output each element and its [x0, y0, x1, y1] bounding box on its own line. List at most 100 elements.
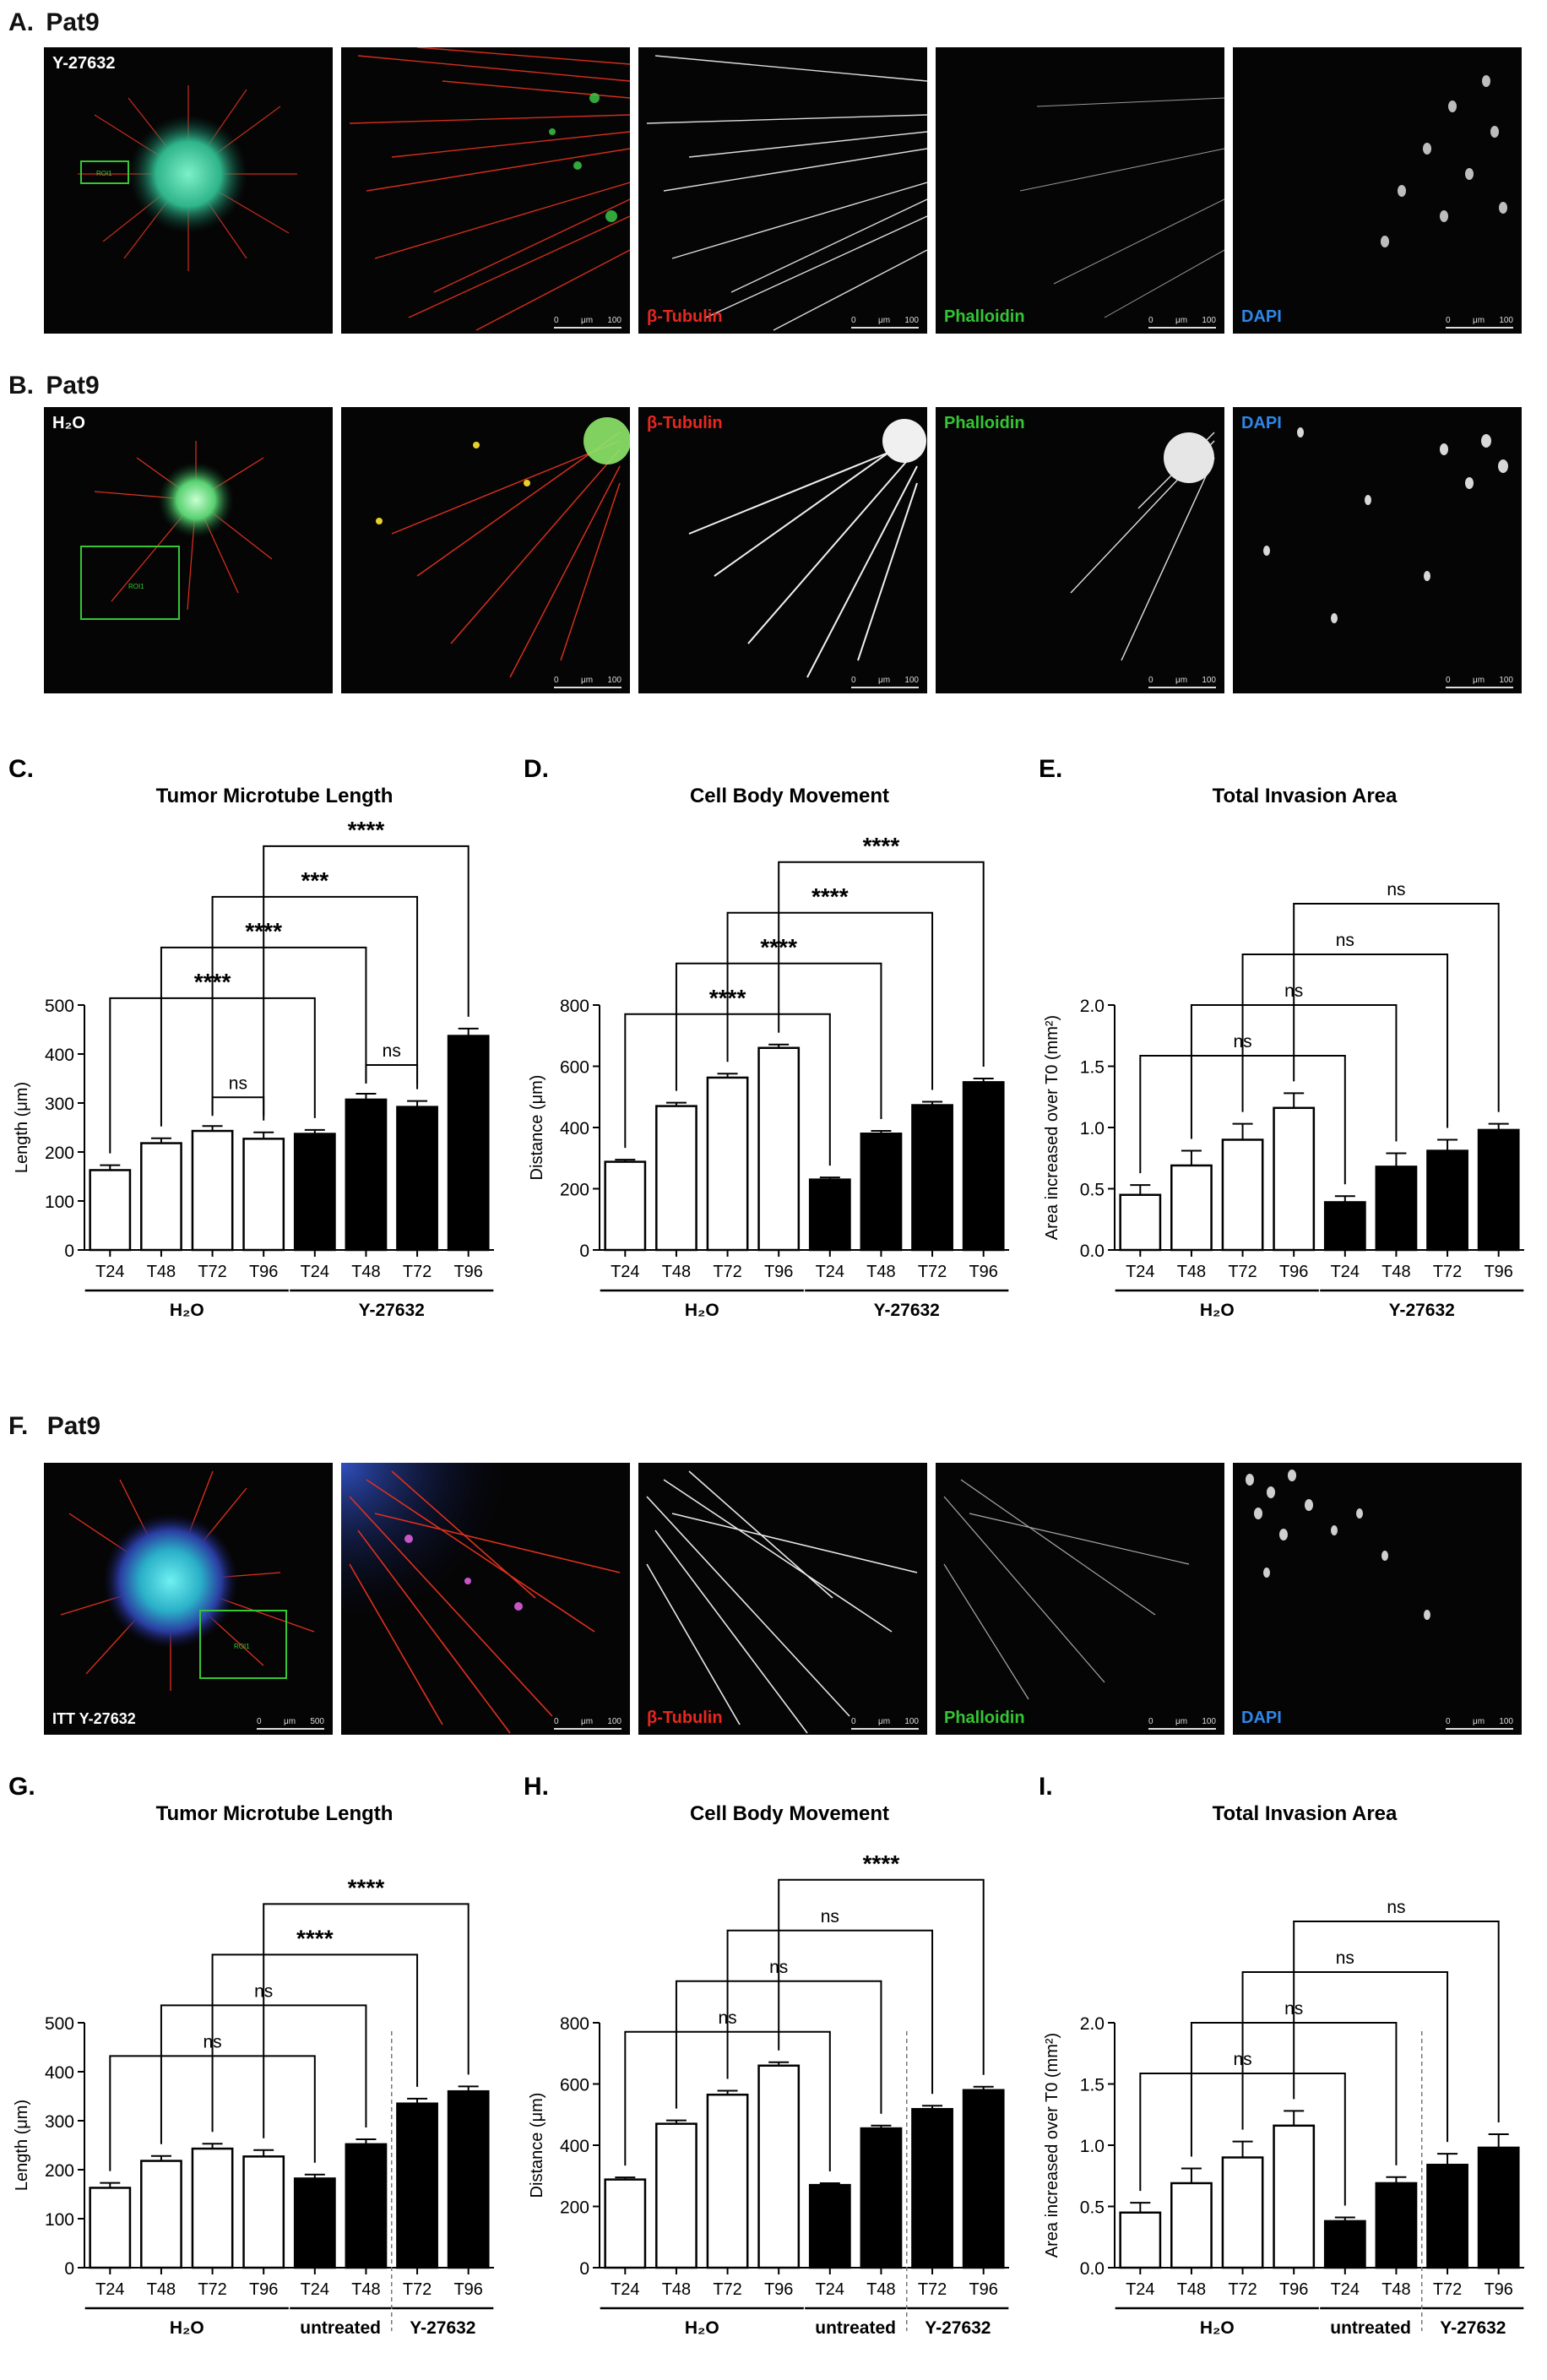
- x-tick-label: T48: [1177, 2280, 1206, 2299]
- y-tick-label: 0.5: [1080, 1181, 1105, 1200]
- bar: [140, 1142, 182, 1252]
- x-tick-label: T72: [918, 1263, 947, 1281]
- bar-chart-svg: C. Tumor Microtube Length 0 100 200 300 400 500…: [8, 755, 494, 1320]
- y-tick-label: 300: [45, 1095, 74, 1114]
- group-label: Y-27632: [1440, 2318, 1506, 2338]
- x-tick-label: T96: [249, 1263, 278, 1281]
- x-tick-label: T72: [198, 2280, 226, 2299]
- significance-label: ***: [301, 867, 328, 894]
- bar: [1323, 2220, 1366, 2269]
- chart-title: Total Invasion Area: [1213, 785, 1398, 807]
- scale-bar: 0 μm 100: [851, 1717, 919, 1730]
- x-tick-label: T72: [403, 2280, 432, 2299]
- bar: [1273, 2124, 1316, 2269]
- group-label: Y-27632: [925, 2318, 991, 2338]
- scale-bar: 0 μm 100: [554, 1717, 622, 1730]
- panel-letter: C.: [8, 755, 34, 783]
- chart-title: Tumor Microtube Length: [156, 785, 394, 807]
- significance-label: ****: [811, 883, 849, 910]
- y-tick-label: 200: [45, 2161, 74, 2181]
- micrograph-phalloidin-f: Phalloidin 0 μm 100: [936, 1463, 1224, 1735]
- bar: [860, 1133, 903, 1252]
- y-tick-label: 200: [45, 1144, 74, 1163]
- panel-letter: D.: [524, 755, 549, 783]
- chart-title: Cell Body Movement: [690, 1802, 889, 1825]
- bar: [1323, 1201, 1366, 1252]
- x-tick-label: T24: [611, 1263, 639, 1281]
- bar: [345, 2143, 388, 2269]
- x-tick-label: T24: [1331, 1263, 1360, 1281]
- y-axis-label: Area increased over T0 (mm²): [1043, 2033, 1061, 2258]
- significance-bracket: [211, 1953, 419, 2133]
- scale-bar: 0 μm 100: [554, 316, 622, 329]
- x-tick-label: T96: [1484, 2280, 1512, 2299]
- y-tick-label: 300: [45, 2112, 74, 2132]
- x-tick-label: T24: [611, 2280, 639, 2299]
- y-tick-label: 1.5: [1080, 1058, 1105, 1078]
- significance-bracket: [365, 1063, 419, 1084]
- x-tick-label: T24: [301, 2280, 329, 2299]
- group-label: Y-27632: [359, 1301, 425, 1320]
- x-tick-label: T96: [969, 2280, 997, 2299]
- significance-label: ns: [1336, 1948, 1354, 1968]
- bar: [293, 2177, 336, 2269]
- panel-letter: I.: [1039, 1773, 1053, 1801]
- y-tick-label: 800: [560, 997, 589, 1016]
- bar: [242, 2155, 285, 2269]
- significance-bracket: [263, 1903, 470, 2138]
- bar-chart-svg: D. Cell Body Movement 0 200 400 600 800 Distanc…: [524, 755, 1009, 1320]
- bar: [1477, 2146, 1520, 2269]
- scale-bar: 0 μm 500: [257, 1717, 324, 1730]
- bar: [447, 2089, 490, 2269]
- channel-label: Phalloidin: [944, 1709, 1025, 1727]
- x-tick-label: T96: [1484, 1263, 1512, 1281]
- channel-label: DAPI: [1241, 1709, 1282, 1727]
- dapi-channel-image: [1381, 75, 1507, 247]
- micrograph-phalloidin-b: Phalloidin 0 μm 100: [936, 407, 1224, 693]
- bar: [860, 2127, 903, 2269]
- significance-label: ns: [1387, 880, 1405, 899]
- y-tick-label: 0: [64, 1242, 74, 1261]
- x-tick-label: T24: [1126, 2280, 1154, 2299]
- scale-bar: 0 μm 100: [1148, 316, 1216, 329]
- roi-box: [80, 546, 180, 620]
- y-tick-label: 500: [45, 2014, 74, 2034]
- significance-label: ****: [348, 1874, 385, 1900]
- bar: [1426, 1149, 1468, 1252]
- panel-title: Pat9: [46, 8, 100, 36]
- scale-bar: 0 μm 100: [851, 316, 919, 329]
- significance-bracket: [778, 1878, 985, 2075]
- group-label: H₂O: [1200, 2318, 1235, 2338]
- x-tick-label: T72: [713, 2280, 741, 2299]
- significance-bracket: [726, 911, 934, 1090]
- group-label: H₂O: [170, 1301, 204, 1320]
- x-tick-label: T48: [662, 1263, 691, 1281]
- x-tick-label: T72: [713, 1263, 741, 1281]
- condition-label: Y-27632: [52, 54, 116, 73]
- micrograph-dapi-a: DAPI 0 μm 100: [1233, 47, 1522, 334]
- group-label: untreated: [815, 2318, 896, 2338]
- dapi-channel-image: [1246, 1470, 1430, 1620]
- roi-box: [80, 160, 129, 184]
- scale-bar: 0 μm 100: [1446, 1717, 1513, 1730]
- channel-label: β-Tubulin: [647, 307, 723, 326]
- significance-label: ****: [863, 1850, 900, 1877]
- y-tick-label: 400: [45, 1046, 74, 1065]
- chart-title: Tumor Microtube Length: [156, 1802, 394, 1825]
- micrograph-merge-f: 0 μm 100: [341, 1463, 630, 1735]
- merge-channel-image: [341, 1463, 630, 1735]
- micrograph-overview-b: ROI1 H₂O: [44, 407, 333, 693]
- merge-channel-image: [376, 417, 630, 678]
- panel-letter: E.: [1039, 755, 1062, 783]
- phalloidin-channel-image: [943, 1479, 1190, 1700]
- bar: [191, 2147, 234, 2269]
- bar: [1426, 2163, 1468, 2269]
- bar: [140, 2160, 182, 2269]
- channel-label: β-Tubulin: [647, 1709, 723, 1727]
- x-tick-label: T24: [95, 2280, 124, 2299]
- significance-label: ****: [296, 1925, 334, 1951]
- x-tick-label: T96: [764, 1263, 793, 1281]
- bar: [706, 2093, 749, 2269]
- roi-label: ROI1: [128, 583, 144, 590]
- bar: [655, 1105, 698, 1252]
